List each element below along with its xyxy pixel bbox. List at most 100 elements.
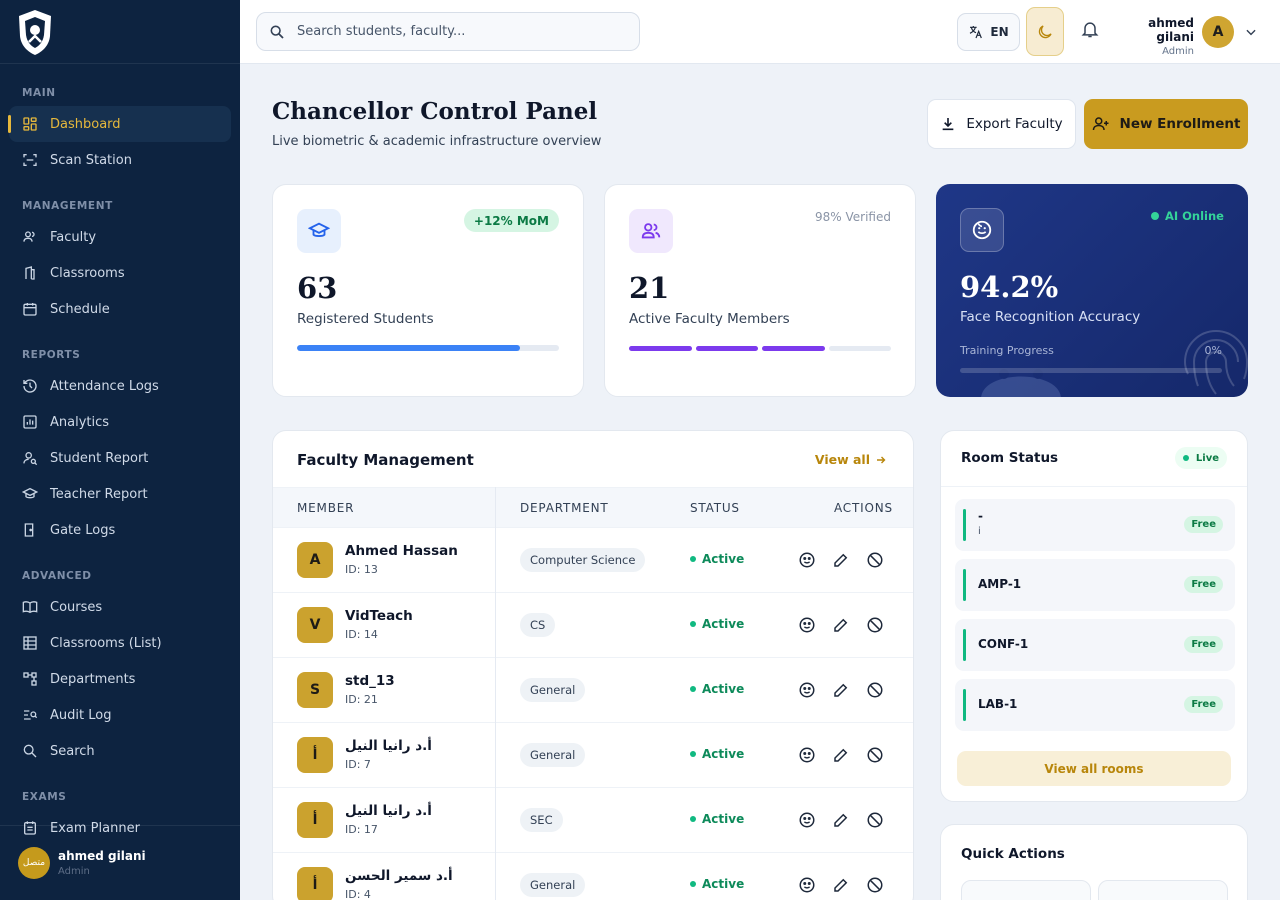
face-scan-icon[interactable]: [798, 876, 816, 894]
sidebar-item-scan-station[interactable]: Scan Station: [9, 142, 231, 178]
sidebar-item-attendance-logs[interactable]: Attendance Logs: [9, 368, 231, 404]
sidebar-user-name: ahmed gilani: [58, 849, 146, 863]
column-status: STATUS: [690, 501, 740, 515]
table-row[interactable]: أ أ.د رانيا النيل ID: 17 SEC Active: [273, 788, 913, 853]
connection-status: متصل: [22, 858, 46, 868]
edit-icon[interactable]: [832, 681, 850, 699]
sidebar-item-faculty[interactable]: Faculty: [9, 219, 231, 255]
status-badge: Active: [690, 617, 744, 631]
sidebar-item-label: Attendance Logs: [50, 378, 159, 394]
column-member: MEMBER: [297, 501, 355, 515]
sidebar-item-audit-log[interactable]: Audit Log: [9, 697, 231, 733]
block-icon[interactable]: [866, 811, 884, 829]
sidebar-item-analytics[interactable]: Analytics: [9, 404, 231, 440]
block-icon[interactable]: [866, 876, 884, 894]
member-name: أ.د رانيا النيل: [345, 803, 432, 819]
room-free-badge: Free: [1184, 696, 1223, 713]
face-scan-icon[interactable]: [798, 746, 816, 764]
face-scan-icon[interactable]: [798, 616, 816, 634]
room-name: LAB-1: [978, 697, 1018, 711]
fingerprint-watermark-icon: [1183, 330, 1248, 395]
room-name: AMP-1: [978, 577, 1022, 591]
table-row[interactable]: A Ahmed Hassan ID: 13 Computer Science Activ…: [273, 528, 913, 593]
edit-icon[interactable]: [832, 551, 850, 569]
sidebar-item-label: Analytics: [50, 414, 110, 430]
quick-action-tile[interactable]: [961, 880, 1091, 900]
sidebar-item-teacher-report[interactable]: Teacher Report: [9, 476, 231, 512]
sidebar-item-label: Departments: [50, 671, 136, 687]
student-report-icon: [23, 452, 38, 466]
search-box[interactable]: [256, 12, 640, 51]
sidebar-item-student-report[interactable]: Student Report: [9, 440, 231, 476]
edit-icon[interactable]: [832, 876, 850, 894]
member-name: أ.د رانيا النيل: [345, 738, 432, 754]
faculty-segment: [695, 346, 758, 351]
sidebar-item-dashboard[interactable]: Dashboard: [8, 106, 231, 142]
sidebar-item-exam-planner[interactable]: Exam Planner: [9, 810, 231, 846]
new-enrollment-label: New Enrollment: [1119, 116, 1241, 132]
block-icon[interactable]: [866, 616, 884, 634]
main-content: Chancellor Control Panel Live biometric …: [240, 64, 1280, 900]
sidebar-item-classrooms-list[interactable]: Classrooms (List): [9, 625, 231, 661]
app-logo[interactable]: [0, 0, 240, 64]
export-faculty-button[interactable]: Export Faculty: [927, 99, 1076, 149]
new-enrollment-button[interactable]: New Enrollment: [1084, 99, 1248, 149]
quick-actions-title: Quick Actions: [961, 846, 1065, 862]
search-input[interactable]: [297, 24, 617, 39]
table-row[interactable]: أ أ.د سمير الحسن ID: 4 General Active: [273, 853, 913, 900]
training-progress-label: Training Progress: [960, 344, 1054, 357]
block-icon[interactable]: [866, 551, 884, 569]
edit-icon[interactable]: [832, 811, 850, 829]
user-menu[interactable]: ahmed gilani Admin: [1110, 16, 1194, 57]
sidebar-item-classrooms[interactable]: Classrooms: [9, 255, 231, 291]
users-icon: [641, 223, 661, 239]
status-badge: Active: [690, 812, 744, 826]
edit-icon[interactable]: [832, 746, 850, 764]
member-id: ID: 21: [345, 693, 378, 706]
sidebar-item-label: Teacher Report: [50, 486, 148, 502]
table-row[interactable]: V VidTeach ID: 14 CS Active: [273, 593, 913, 658]
sidebar-item-label: Dashboard: [50, 116, 121, 132]
department-tag: Computer Science: [520, 548, 646, 572]
table-row[interactable]: أ أ.د رانيا النيل ID: 7 General Active: [273, 723, 913, 788]
view-all-rooms-button[interactable]: View all rooms: [957, 751, 1231, 786]
face-scan-icon[interactable]: [798, 811, 816, 829]
face-scan-icon[interactable]: [798, 681, 816, 699]
students-label: Registered Students: [297, 311, 434, 327]
ai-accuracy-value: 94.2%: [960, 270, 1059, 304]
notifications-button[interactable]: [1080, 18, 1100, 44]
sidebar-item-courses[interactable]: Courses: [9, 589, 231, 625]
edit-icon[interactable]: [832, 616, 850, 634]
language-label: EN: [990, 25, 1009, 39]
theme-toggle-button[interactable]: [1026, 7, 1064, 56]
search-icon: [23, 744, 37, 758]
arrow-right-icon: [877, 456, 886, 463]
sidebar-item-label: Audit Log: [50, 707, 112, 723]
faculty-view-all-link[interactable]: View all: [815, 452, 887, 467]
sidebar-user-role: Admin: [58, 866, 90, 877]
department-tag: General: [520, 873, 586, 897]
room-item[interactable]: CONF-1 Free: [955, 619, 1235, 671]
sidebar-item-search[interactable]: Search: [9, 733, 231, 769]
block-icon[interactable]: [866, 681, 884, 699]
growth-badge: +12% MoM: [463, 209, 559, 232]
room-item[interactable]: AMP-1 Free: [955, 559, 1235, 611]
block-icon[interactable]: [866, 746, 884, 764]
nav-section-title: ADVANCED: [22, 570, 92, 582]
sidebar-item-gate-logs[interactable]: Gate Logs: [9, 512, 231, 548]
member-id: ID: 7: [345, 758, 371, 771]
room-item[interactable]: LAB-1 Free: [955, 679, 1235, 731]
page-title: Chancellor Control Panel: [272, 98, 598, 125]
room-item[interactable]: - i Free: [955, 499, 1235, 551]
sidebar-item-schedule[interactable]: Schedule: [9, 291, 231, 327]
sidebar-user[interactable]: متصل ahmed gilani Admin: [0, 825, 240, 900]
faculty-segment-bar: [629, 346, 891, 351]
user-avatar[interactable]: A: [1202, 16, 1234, 48]
quick-action-tile[interactable]: [1098, 880, 1228, 900]
chevron-down-icon[interactable]: [1244, 25, 1258, 39]
room-status-bar: [963, 689, 966, 721]
sidebar-item-departments[interactable]: Departments: [9, 661, 231, 697]
language-button[interactable]: EN: [957, 13, 1020, 51]
face-scan-icon[interactable]: [798, 551, 816, 569]
